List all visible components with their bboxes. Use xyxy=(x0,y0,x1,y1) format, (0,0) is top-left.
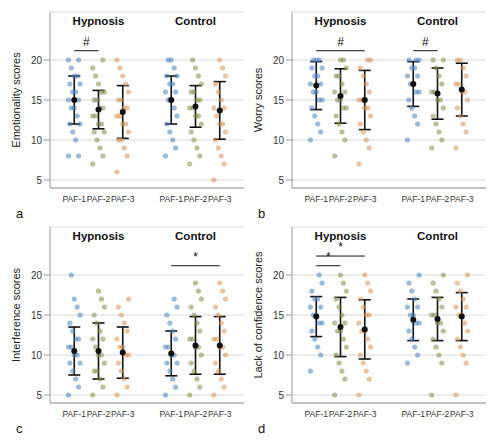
svg-text:*: * xyxy=(193,250,198,264)
svg-text:*: * xyxy=(326,250,331,264)
svg-text:Hypnosis: Hypnosis xyxy=(315,230,367,242)
svg-text:PAF-1: PAF-1 xyxy=(160,409,184,419)
svg-text:15: 15 xyxy=(31,310,43,321)
html-text:d: d xyxy=(258,421,266,436)
svg-text:Control: Control xyxy=(417,230,458,242)
svg-text:Control: Control xyxy=(175,230,216,242)
svg-text:5: 5 xyxy=(36,175,42,186)
svg-text:Hypnosis: Hypnosis xyxy=(315,15,367,27)
svg-text:PAF-3: PAF-3 xyxy=(208,409,232,419)
svg-text:PAF-1: PAF-1 xyxy=(402,194,426,204)
svg-text:PAF-1: PAF-1 xyxy=(402,409,426,419)
svg-text:10: 10 xyxy=(273,135,285,146)
svg-text:Hypnosis: Hypnosis xyxy=(73,230,125,242)
svg-text:20: 20 xyxy=(273,270,285,281)
svg-text:PAF-1: PAF-1 xyxy=(305,409,329,419)
svg-text:PAF-2: PAF-2 xyxy=(426,194,450,204)
svg-text:PAF-3: PAF-3 xyxy=(450,409,474,419)
svg-text:PAF-3: PAF-3 xyxy=(353,194,377,204)
svg-text:PAF-3: PAF-3 xyxy=(111,409,135,419)
svg-text:#: # xyxy=(83,35,90,49)
svg-text:Emotionality scores: Emotionality scores xyxy=(10,52,22,148)
svg-text:5: 5 xyxy=(278,390,284,401)
svg-text:PAF-2: PAF-2 xyxy=(184,409,208,419)
svg-text:20: 20 xyxy=(31,270,43,281)
svg-text:10: 10 xyxy=(31,350,43,361)
svg-text:PAF-3: PAF-3 xyxy=(208,194,232,204)
svg-text:Hypnosis: Hypnosis xyxy=(73,15,125,27)
svg-text:10: 10 xyxy=(273,350,285,361)
svg-text:PAF-2: PAF-2 xyxy=(184,194,208,204)
html-text:b: b xyxy=(258,206,266,221)
svg-text:PAF-2: PAF-2 xyxy=(329,194,353,204)
svg-text:PAF-2: PAF-2 xyxy=(426,409,450,419)
svg-text:Control: Control xyxy=(175,15,216,27)
svg-text:15: 15 xyxy=(31,95,43,106)
svg-text:15: 15 xyxy=(273,310,285,321)
svg-text:#: # xyxy=(337,35,344,49)
svg-text:PAF-1: PAF-1 xyxy=(63,409,87,419)
svg-text:PAF-3: PAF-3 xyxy=(111,194,135,204)
svg-text:Worry scores: Worry scores xyxy=(252,67,264,132)
svg-text:10: 10 xyxy=(31,135,43,146)
svg-text:#: # xyxy=(422,35,429,49)
svg-text:PAF-1: PAF-1 xyxy=(305,194,329,204)
svg-text:5: 5 xyxy=(278,175,284,186)
svg-text:PAF-1: PAF-1 xyxy=(63,194,87,204)
svg-text:PAF-2: PAF-2 xyxy=(87,194,111,204)
svg-text:PAF-3: PAF-3 xyxy=(353,409,377,419)
svg-text:PAF-1: PAF-1 xyxy=(160,194,184,204)
svg-text:20: 20 xyxy=(31,55,43,66)
svg-text:Control: Control xyxy=(417,15,458,27)
html-text:c: c xyxy=(16,421,23,436)
svg-text:PAF-2: PAF-2 xyxy=(329,409,353,419)
html-text:a: a xyxy=(16,206,24,221)
svg-text:PAF-2: PAF-2 xyxy=(87,409,111,419)
svg-text:20: 20 xyxy=(273,55,285,66)
svg-text:5: 5 xyxy=(36,390,42,401)
svg-text:15: 15 xyxy=(273,95,285,106)
svg-text:Lack of confidence scores: Lack of confidence scores xyxy=(252,251,264,379)
svg-text:PAF-3: PAF-3 xyxy=(450,194,474,204)
svg-text:Interference scores: Interference scores xyxy=(10,267,22,362)
